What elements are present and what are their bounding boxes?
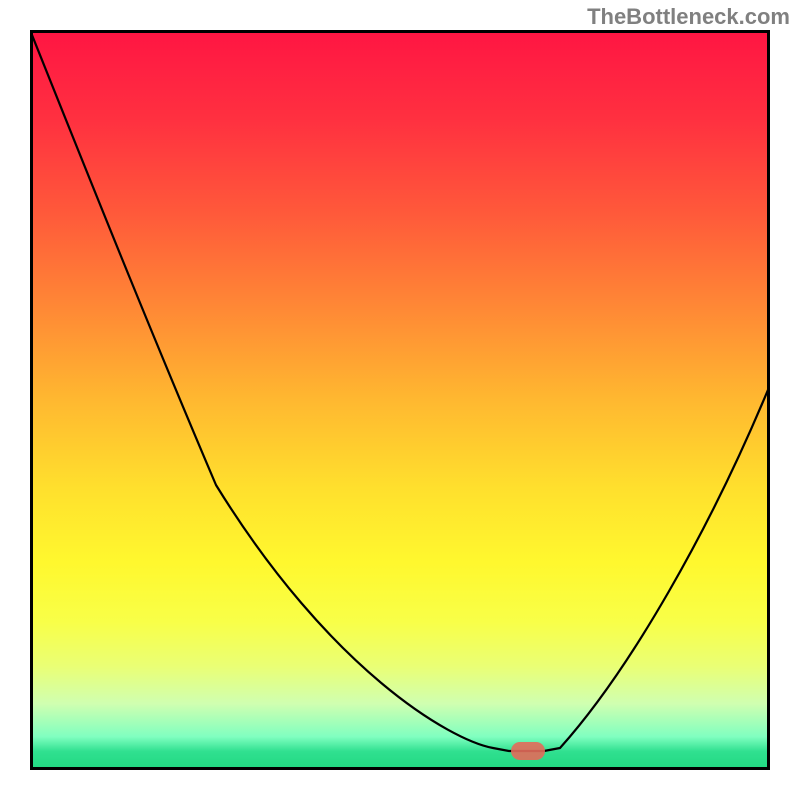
plot-area xyxy=(30,30,770,770)
watermark-text: TheBottleneck.com xyxy=(587,4,790,30)
bottleneck-chart xyxy=(30,30,770,770)
gradient-background xyxy=(30,30,770,770)
chart-container: TheBottleneck.com xyxy=(0,0,800,800)
optimal-marker xyxy=(511,742,545,760)
